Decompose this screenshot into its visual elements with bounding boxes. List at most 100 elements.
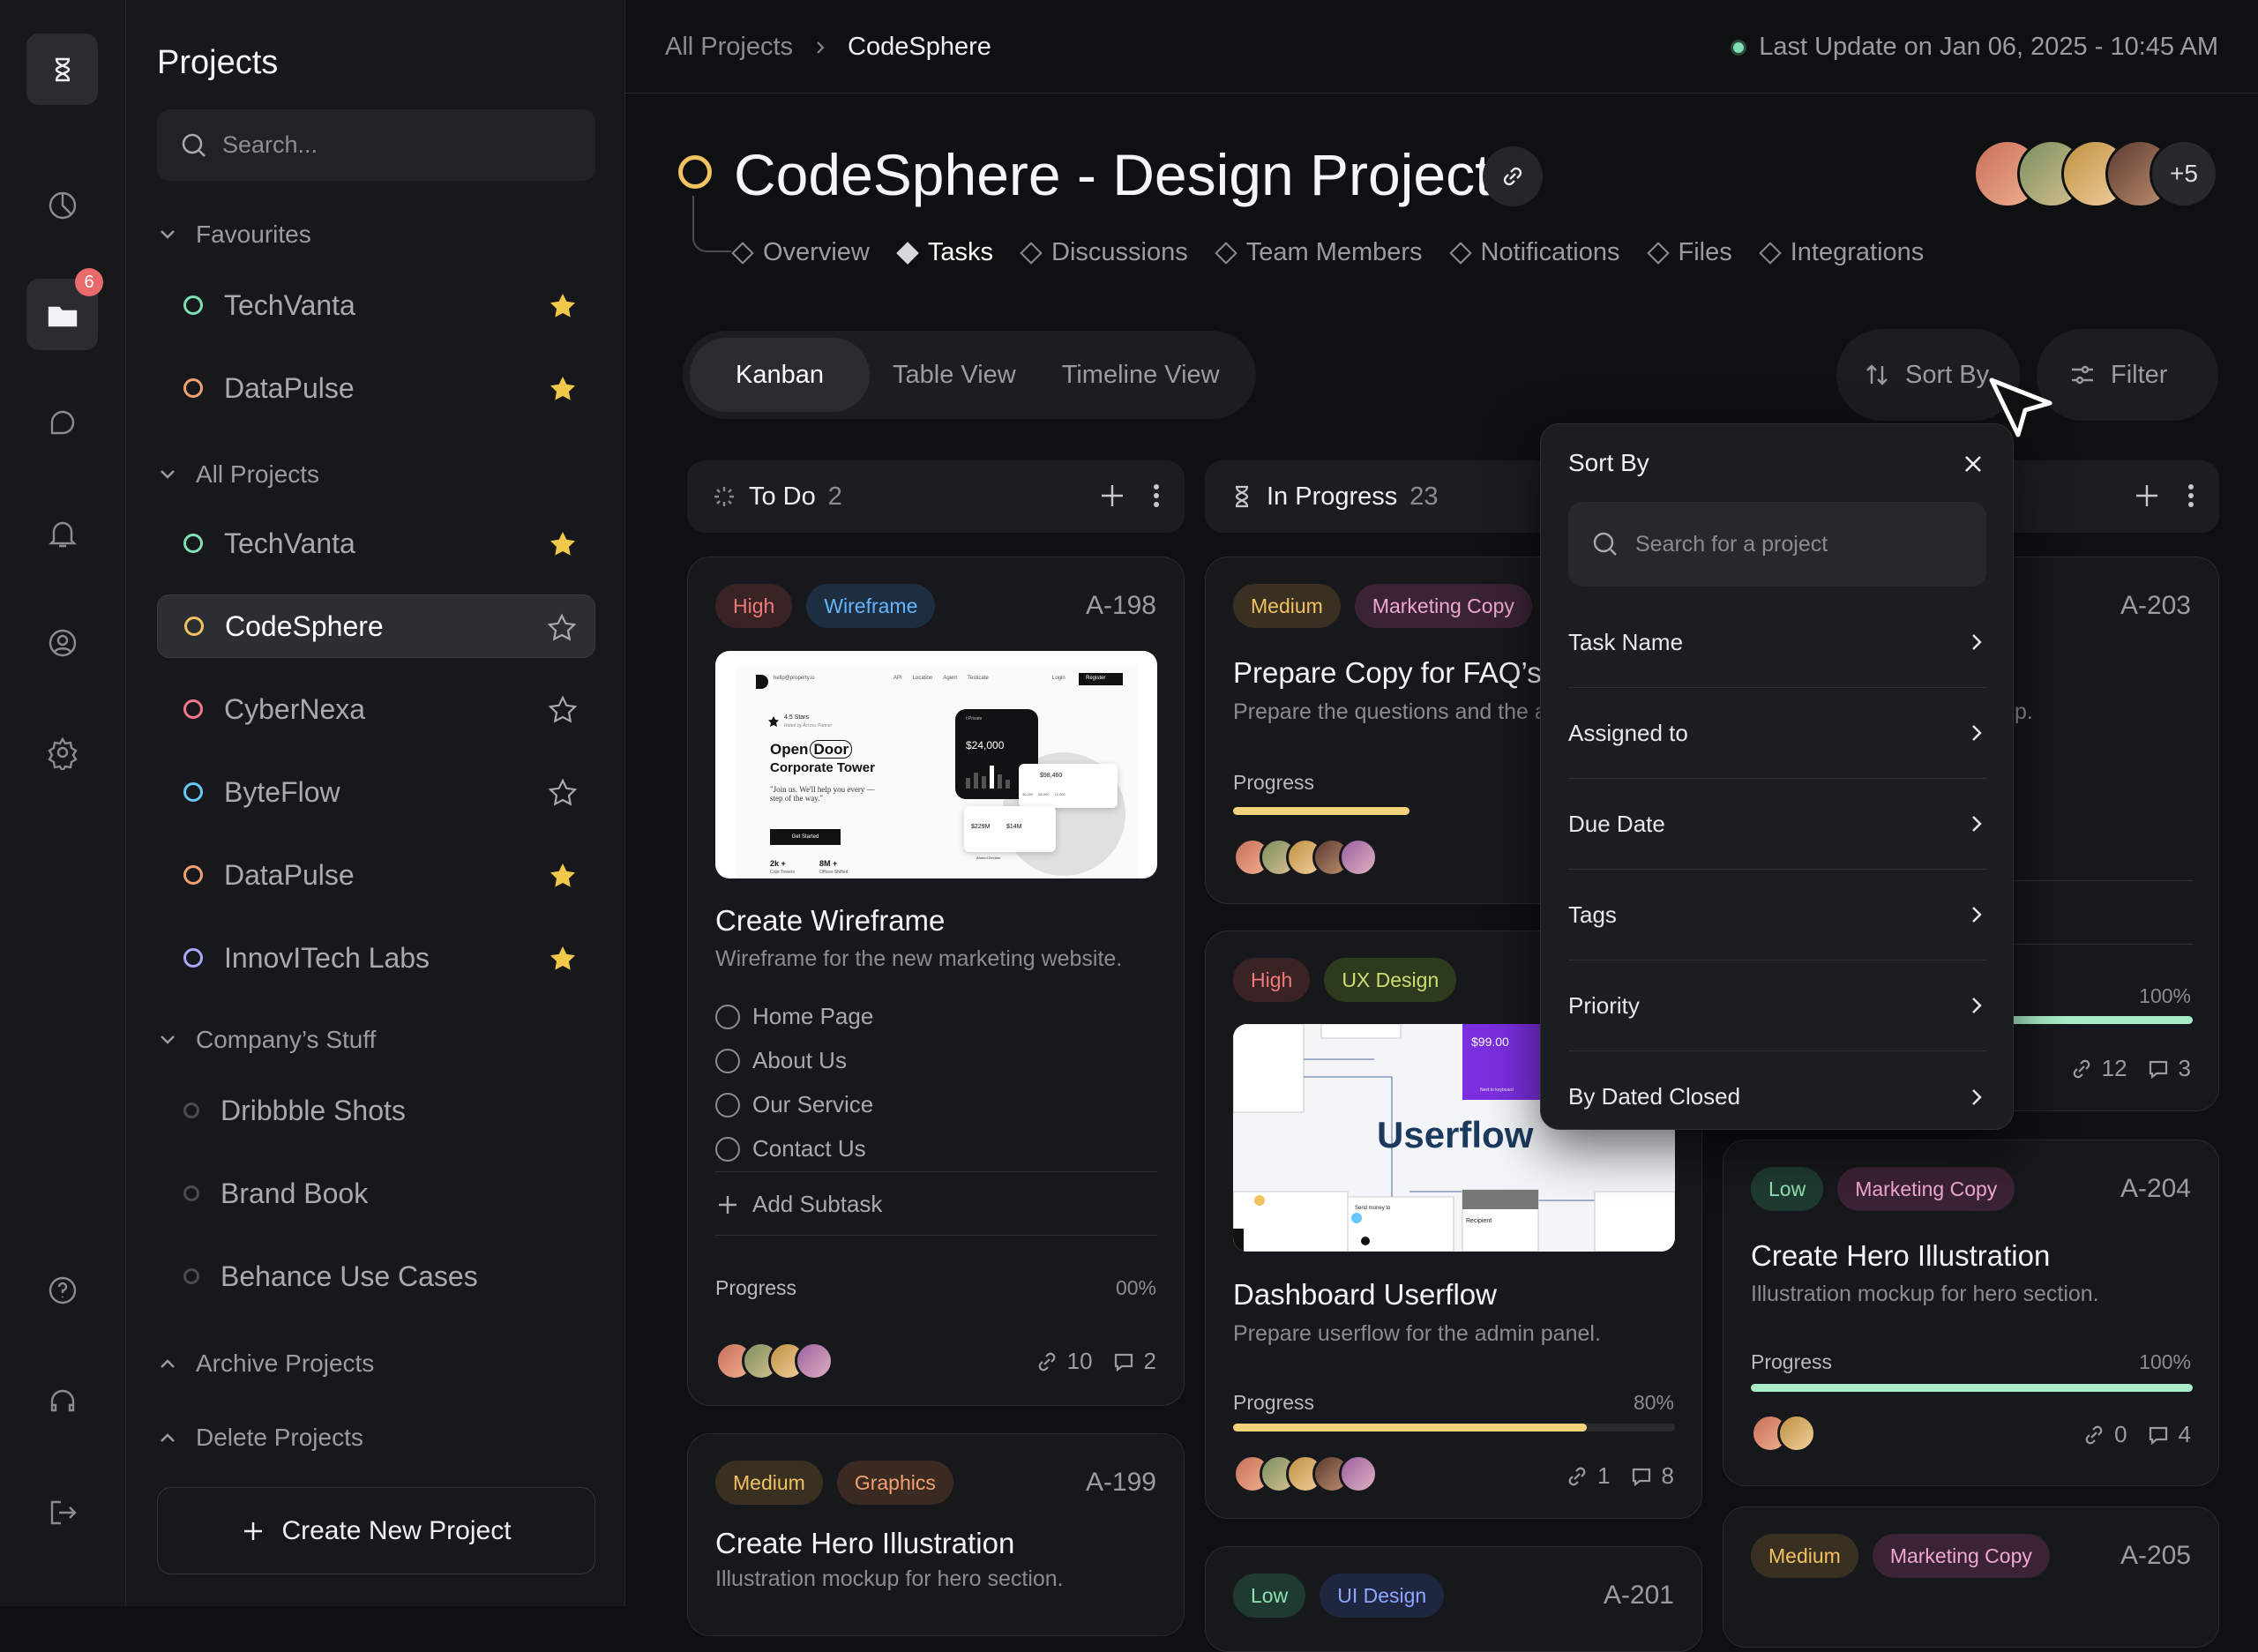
brand-logo-icon bbox=[756, 675, 768, 689]
sort-option[interactable]: Task Name bbox=[1568, 597, 1986, 688]
card-meta: 0 4 bbox=[2082, 1421, 2191, 1448]
sidebar-company-item[interactable]: Behance Use Cases bbox=[157, 1245, 595, 1308]
wf-quote: "Join us. We'll help you every — step of… bbox=[770, 785, 875, 803]
subtask-item[interactable]: Contact Us bbox=[715, 1135, 866, 1162]
task-card-a199[interactable]: Medium Graphics A-199 Create Hero Illust… bbox=[687, 1433, 1185, 1636]
star-toggle[interactable] bbox=[548, 861, 578, 891]
star-filled-icon[interactable] bbox=[548, 529, 578, 559]
sort-option[interactable]: Assigned to bbox=[1568, 688, 1986, 779]
wf-cta-button: Get Started bbox=[770, 829, 841, 845]
add-subtask-button[interactable]: Add Subtask bbox=[715, 1191, 882, 1218]
sort-option[interactable]: Priority bbox=[1568, 961, 1986, 1051]
nav-settings[interactable] bbox=[26, 716, 98, 788]
filter-button[interactable]: Filter bbox=[2037, 329, 2218, 421]
wf-menu-item: Testicate bbox=[968, 676, 989, 681]
view-kanban[interactable]: Kanban bbox=[690, 338, 870, 412]
checkbox-icon[interactable] bbox=[715, 1136, 740, 1162]
nav-notifications[interactable] bbox=[26, 497, 98, 569]
checkbox-icon[interactable] bbox=[715, 1048, 740, 1073]
sort-option[interactable]: Due Date bbox=[1568, 779, 1986, 870]
sort-button[interactable]: Sort By bbox=[1836, 329, 2020, 421]
task-card-a204[interactable]: Low Marketing Copy A-204 Create Hero Ill… bbox=[1723, 1140, 2219, 1486]
star-toggle[interactable] bbox=[548, 374, 578, 404]
task-card-a205[interactable]: Medium Marketing Copy A-205 bbox=[1723, 1506, 2219, 1648]
nav-logout[interactable] bbox=[26, 1476, 98, 1548]
sidebar-project-item[interactable]: TechVanta bbox=[157, 512, 595, 575]
tab-discussions[interactable]: Discussions bbox=[1020, 238, 1188, 267]
star-toggle[interactable] bbox=[548, 695, 578, 725]
nav-profile[interactable] bbox=[26, 607, 98, 678]
tab-files[interactable]: Files bbox=[1646, 238, 1732, 267]
sidebar-project-item[interactable]: DataPulse bbox=[157, 356, 595, 420]
section-delete-toggle[interactable]: Delete Projects bbox=[157, 1424, 363, 1452]
sidebar-search-input[interactable]: Search... bbox=[157, 109, 595, 181]
team-avatars[interactable]: +5 bbox=[1973, 139, 2218, 208]
add-task-icon[interactable] bbox=[1098, 482, 1126, 510]
sidebar-project-item[interactable]: InnovITech Labs bbox=[157, 926, 595, 990]
view-table[interactable]: Table View bbox=[893, 360, 1016, 389]
more-vertical-icon[interactable] bbox=[1151, 482, 1162, 510]
tab-notifications[interactable]: Notifications bbox=[1448, 238, 1620, 267]
star-toggle[interactable] bbox=[548, 291, 578, 321]
attachment-icon bbox=[2085, 1425, 2103, 1444]
add-task-icon[interactable] bbox=[2133, 482, 2161, 510]
tab-overview[interactable]: Overview bbox=[731, 238, 870, 267]
star-toggle[interactable] bbox=[547, 613, 577, 643]
subtask-item[interactable]: Home Page bbox=[715, 1003, 873, 1030]
star-toggle[interactable] bbox=[548, 944, 578, 974]
nav-projects[interactable]: 6 bbox=[26, 268, 103, 350]
star-toggle[interactable] bbox=[548, 778, 578, 808]
subtask-item[interactable]: Our Service bbox=[715, 1091, 873, 1118]
sidebar-project-item[interactable]: ByteFlow bbox=[157, 760, 595, 824]
sidebar-project-item[interactable]: TechVanta bbox=[157, 273, 595, 337]
view-timeline[interactable]: Timeline View bbox=[1061, 360, 1220, 389]
nav-help[interactable] bbox=[26, 1254, 98, 1326]
sort-option[interactable]: Tags bbox=[1568, 870, 1986, 961]
more-vertical-icon[interactable] bbox=[2186, 482, 2196, 510]
star-filled-icon[interactable] bbox=[548, 291, 578, 321]
task-card-a201[interactable]: Low UI Design A-201 bbox=[1205, 1546, 1702, 1652]
star-filled-icon[interactable] bbox=[548, 944, 578, 974]
card-tags: High Wireframe bbox=[715, 584, 936, 628]
nav-chat[interactable] bbox=[26, 388, 98, 460]
sidebar-company-item[interactable]: Dribbble Shots bbox=[157, 1079, 595, 1142]
item-name: Behance Use Cases bbox=[221, 1260, 478, 1292]
close-icon[interactable] bbox=[1960, 451, 1986, 477]
tab-team-members[interactable]: Team Members bbox=[1214, 238, 1423, 267]
tree-connector bbox=[692, 196, 731, 252]
tab-integrations[interactable]: Integrations bbox=[1759, 238, 1924, 267]
sidebar-project-item[interactable]: DataPulse bbox=[157, 843, 595, 907]
star-outline-icon[interactable] bbox=[548, 695, 578, 725]
copy-link-button[interactable] bbox=[1483, 146, 1543, 206]
section-favourites-toggle[interactable]: Favourites bbox=[157, 221, 311, 249]
star-toggle[interactable] bbox=[548, 529, 578, 559]
section-company-toggle[interactable]: Company’s Stuff bbox=[157, 1026, 376, 1054]
checkbox-icon[interactable] bbox=[715, 1004, 740, 1029]
tab-tasks[interactable]: Tasks bbox=[896, 238, 993, 267]
chevron-down-icon bbox=[161, 1035, 175, 1044]
app-logo[interactable] bbox=[26, 34, 98, 105]
comment-count: 8 bbox=[1661, 1462, 1674, 1489]
sidebar-project-item[interactable]: CodeSphere bbox=[157, 594, 595, 658]
sidebar-company-item[interactable]: Brand Book bbox=[157, 1162, 595, 1225]
star-filled-icon[interactable] bbox=[548, 374, 578, 404]
tab-label: Discussions bbox=[1051, 238, 1188, 266]
star-outline-icon[interactable] bbox=[547, 613, 577, 643]
task-card-a198[interactable]: High Wireframe A-198 hellp@property.io A… bbox=[687, 557, 1185, 1406]
checkbox-icon[interactable] bbox=[715, 1092, 740, 1118]
section-all-projects-toggle[interactable]: All Projects bbox=[157, 460, 319, 489]
star-filled-icon[interactable] bbox=[548, 861, 578, 891]
section-archive-toggle[interactable]: Archive Projects bbox=[157, 1349, 374, 1378]
sort-option[interactable]: By Dated Closed bbox=[1568, 1051, 1986, 1142]
project-search-input[interactable]: Search for a project bbox=[1568, 502, 1986, 587]
card-meta: 10 2 bbox=[1036, 1348, 1156, 1375]
breadcrumb-root[interactable]: All Projects bbox=[665, 33, 794, 61]
sidebar-project-item[interactable]: CyberNexa bbox=[157, 677, 595, 741]
nav-analytics[interactable] bbox=[26, 169, 98, 241]
create-project-button[interactable]: Create New Project bbox=[157, 1487, 595, 1574]
star-outline-icon[interactable] bbox=[548, 778, 578, 808]
nav-support[interactable] bbox=[26, 1365, 98, 1437]
wf-number: 86,000 bbox=[1038, 792, 1050, 796]
subtask-item[interactable]: About Us bbox=[715, 1047, 847, 1074]
pie-chart-icon bbox=[49, 191, 76, 219]
